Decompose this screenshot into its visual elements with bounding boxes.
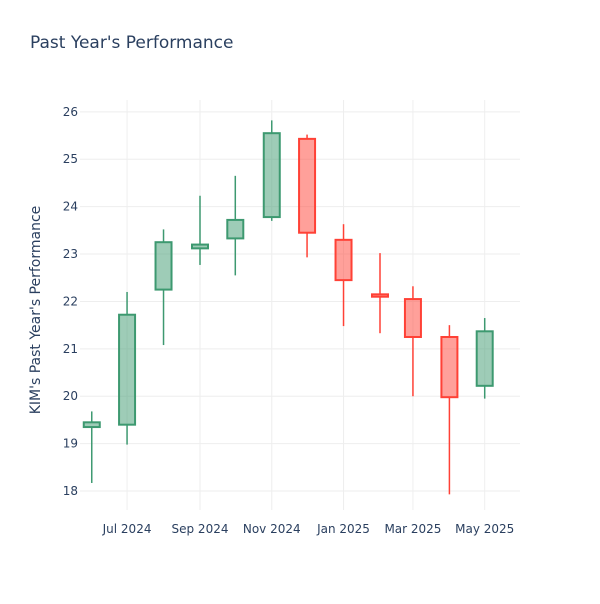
x-tick-label: May 2025 [455,522,514,536]
candle-body-decreasing [334,238,353,282]
x-tick-label: Sep 2024 [172,522,229,536]
candle-body-decreasing [371,293,389,298]
candle [334,224,353,327]
candle [154,229,173,346]
axes: 18 19 20 21 22 23 24 25 26 Jul 2024 Sep 2024 Nov 20… [28,105,514,536]
chart-title: Past Year's Performance [30,33,234,53]
x-tick-label: Jul 2024 [102,522,152,536]
candle-body-increasing [262,132,281,219]
y-axis-label: KIM's Past Year's Performance [28,206,44,415]
candle-body-increasing [118,313,137,426]
candle [475,318,494,399]
candles [82,120,494,495]
candle-body-increasing [475,330,494,387]
y-tick-label: 20 [63,389,78,403]
candle-body-increasing [191,243,209,250]
candle [262,120,281,221]
y-tick-label: 24 [63,200,78,214]
candle [226,175,245,276]
y-tick-label: 19 [63,437,78,451]
candle [298,134,317,258]
candle-body-decreasing [440,335,459,399]
y-tick-label: 23 [63,247,78,261]
candle-body-increasing [82,421,101,429]
candle [82,411,101,483]
y-tick-label: 22 [63,294,78,308]
y-tick-label: 26 [63,105,78,119]
candle [403,286,422,397]
candle [118,291,137,445]
candle [371,253,389,334]
y-tick-label: 18 [63,484,78,498]
y-tick-label: 25 [63,152,78,166]
x-tick-label: Jan 2025 [316,522,370,536]
candle [191,195,209,265]
x-tick-label: Mar 2025 [384,522,441,536]
candle [440,325,459,495]
candle-body-decreasing [403,298,422,338]
candle-body-increasing [226,218,245,240]
x-tick-label: Nov 2024 [243,522,301,536]
candle-body-decreasing [298,137,317,234]
y-tick-label: 21 [63,342,78,356]
candle-body-increasing [154,241,173,291]
